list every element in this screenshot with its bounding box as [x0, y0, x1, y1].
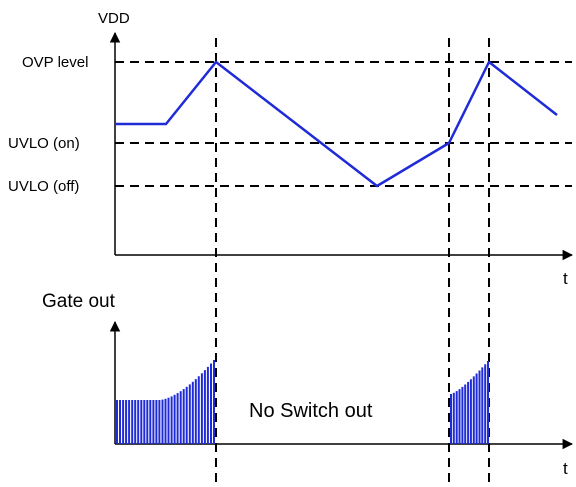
no-switch-label: No Switch out [249, 400, 373, 422]
uvlo-on-label: UVLO (on) [8, 135, 80, 152]
vdd-axis-label: VDD [98, 10, 130, 27]
ovp-level-label: OVP level [22, 54, 88, 71]
gate-pulse-train-2 [450, 361, 489, 444]
time-label-bottom: t [563, 459, 568, 478]
gate-out-label: Gate out [42, 291, 116, 312]
uvlo-off-label: UVLO (off) [8, 178, 79, 195]
gate-pulse-train-1 [116, 360, 215, 444]
vdd-waveform [115, 60, 558, 188]
time-label-top: t [563, 269, 568, 288]
